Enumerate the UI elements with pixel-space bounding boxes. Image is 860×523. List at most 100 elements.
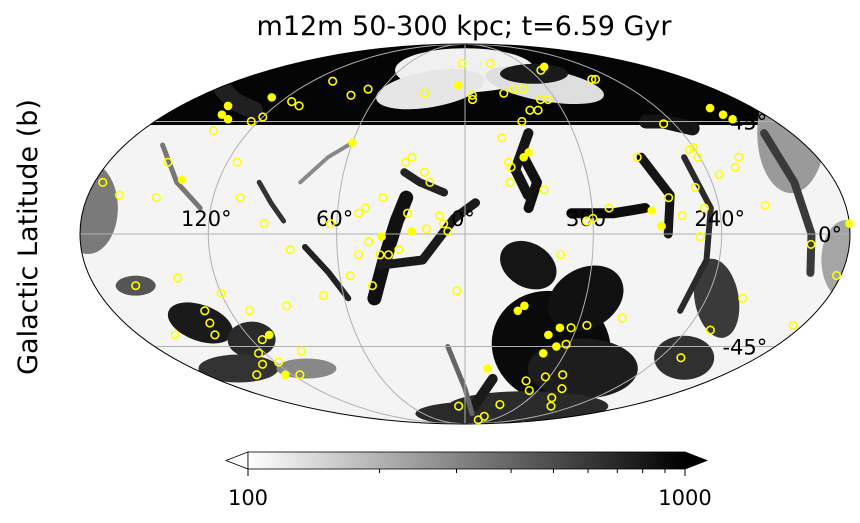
satellite-point-open [788, 320, 798, 330]
satellite-point-open [360, 203, 371, 213]
satellite-point-open [557, 384, 567, 394]
density-gray-patch [115, 275, 156, 296]
satellite-point-filled [217, 110, 227, 120]
satellite-point-filled [519, 152, 528, 162]
satellite-point-open [419, 167, 430, 177]
satellite-point-open [705, 325, 715, 335]
satellite-point-filled [544, 330, 553, 340]
colorbar-extend-low [224, 451, 249, 470]
satellite-point-open [294, 101, 304, 111]
satellite-point-open [547, 393, 557, 403]
satellite-point-open [508, 84, 519, 94]
density-filament [518, 152, 542, 213]
density-filament [213, 80, 263, 120]
satellite-point-open [688, 142, 699, 153]
satellite-point-open [690, 182, 700, 193]
satellite-point-open [693, 152, 703, 162]
satellite-point-open [714, 170, 724, 180]
satellite-point-open [517, 116, 527, 127]
satellite-point-open [664, 193, 674, 203]
satellite-point-open [434, 211, 445, 221]
satellite-point-open [346, 90, 356, 100]
satellite-point-open [259, 218, 269, 229]
satellite-point-open [443, 226, 453, 236]
satellite-point-open [273, 357, 284, 367]
satellite-point-open [163, 157, 173, 167]
satellite-point-filled [657, 221, 666, 231]
density-dark-region [198, 354, 279, 383]
satellite-point-open [209, 126, 219, 136]
satellite-point-open [252, 370, 262, 380]
satellite-point-open [318, 291, 329, 301]
satellite-point-open [151, 193, 161, 203]
density-filament [367, 190, 414, 306]
satellite-point-open [495, 399, 505, 410]
colorbar-tick-label: 1000 [658, 486, 711, 510]
satellite-point-open [170, 330, 180, 340]
satellite-point-open [394, 245, 404, 255]
coordinate-grid [80, 43, 850, 425]
density-filament [636, 152, 675, 239]
satellite-point-filled [454, 80, 463, 90]
satellite-point-filled [377, 232, 386, 241]
satellite-point-open [617, 313, 627, 323]
density-dark-region [527, 338, 638, 399]
satellite-point-open [131, 281, 141, 291]
satellite-point-open [253, 348, 264, 358]
satellite-point-filled [177, 175, 187, 185]
satellite-point-filled [407, 227, 416, 236]
satellite-point-open [467, 94, 478, 105]
satellite-point-open [590, 74, 601, 84]
satellite-point-open [354, 250, 364, 260]
density-filament [566, 203, 651, 219]
satellite-point-open [420, 88, 430, 98]
satellite-point-open [452, 286, 462, 296]
satellite-point-open [296, 346, 307, 356]
satellite-point-open [506, 162, 516, 172]
satellite-point-open [566, 323, 576, 333]
satellite-point-filled [348, 138, 357, 147]
satellite-point-open [473, 415, 483, 425]
satellite-point-open [546, 401, 556, 411]
satellite-point-filled [538, 348, 548, 358]
satellite-point-open [345, 270, 355, 281]
density-filament [510, 128, 534, 201]
density-filament [639, 114, 700, 136]
satellite-point-open [402, 208, 413, 218]
satellite-point-filled [267, 93, 277, 102]
satellite-point-open [518, 84, 528, 94]
satellite-point-open [587, 74, 597, 84]
satellite-point-open [216, 288, 226, 298]
satellite-point-open [295, 370, 305, 380]
satellite-point-open [730, 162, 740, 172]
satellite-point-filled [223, 101, 233, 111]
longitude-tick-label: 60° [316, 207, 353, 231]
satellite-point-open [245, 306, 255, 316]
satellite-point-filled [647, 206, 657, 215]
satellite-point-open [363, 84, 373, 94]
latitude-tick-label: 0° [818, 223, 842, 247]
satellite-point-open [699, 203, 710, 213]
satellite-point-filled [552, 342, 561, 351]
satellite-point-open [454, 401, 464, 411]
satellite-point-filled [483, 364, 492, 373]
density-dark-region [500, 240, 557, 290]
satellite-point-filled [513, 306, 523, 316]
satellite-point-open [806, 239, 816, 250]
satellite-point-open [760, 200, 770, 211]
satellite-point-open [485, 58, 496, 69]
satellite-point-open [285, 245, 295, 255]
satellite-point-open [325, 218, 336, 229]
satellite-point-open [831, 270, 842, 281]
satellite-point-open [173, 273, 183, 283]
satellite-point-filled [520, 301, 529, 311]
satellite-point-open [536, 65, 546, 75]
density-filament [469, 373, 498, 412]
chart-title: m12m 50-300 kpc; t=6.59 Gyr [257, 11, 673, 42]
satellite-point-open [505, 177, 515, 187]
satellite-point-open [535, 94, 546, 105]
satellite-point-open [367, 281, 377, 291]
satellite-point-filled [718, 110, 728, 120]
satellite-point-open [378, 193, 388, 203]
satellite-point-open [677, 211, 687, 221]
